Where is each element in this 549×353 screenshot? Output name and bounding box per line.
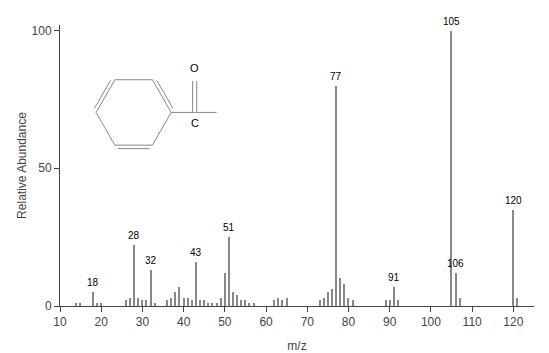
svg-text:0: 0 — [45, 299, 52, 313]
svg-text:32: 32 — [145, 255, 157, 266]
svg-text:50: 50 — [218, 315, 232, 329]
svg-text:50: 50 — [38, 161, 52, 175]
svg-text:O: O — [190, 62, 199, 74]
svg-text:40: 40 — [177, 315, 191, 329]
svg-text:100: 100 — [32, 24, 52, 38]
svg-text:C: C — [191, 117, 199, 129]
svg-text:70: 70 — [301, 315, 315, 329]
svg-text:77: 77 — [330, 71, 342, 82]
svg-text:120: 120 — [503, 315, 523, 329]
svg-text:51: 51 — [223, 222, 235, 233]
svg-text:Relative Abundance: Relative Abundance — [15, 112, 29, 219]
svg-text:18: 18 — [87, 277, 99, 288]
svg-text:20: 20 — [95, 315, 109, 329]
svg-text:m/z: m/z — [287, 339, 306, 353]
svg-text:105: 105 — [443, 16, 460, 27]
svg-text:100: 100 — [421, 315, 441, 329]
svg-text:60: 60 — [259, 315, 273, 329]
svg-text:90: 90 — [383, 315, 397, 329]
svg-text:30: 30 — [136, 315, 150, 329]
svg-text:106: 106 — [447, 258, 464, 269]
svg-text:28: 28 — [128, 230, 140, 241]
svg-text:10: 10 — [53, 315, 67, 329]
svg-text:80: 80 — [342, 315, 356, 329]
svg-text:110: 110 — [463, 315, 482, 329]
svg-text:43: 43 — [190, 247, 202, 258]
svg-text:91: 91 — [388, 272, 400, 283]
svg-text:120: 120 — [505, 195, 522, 206]
